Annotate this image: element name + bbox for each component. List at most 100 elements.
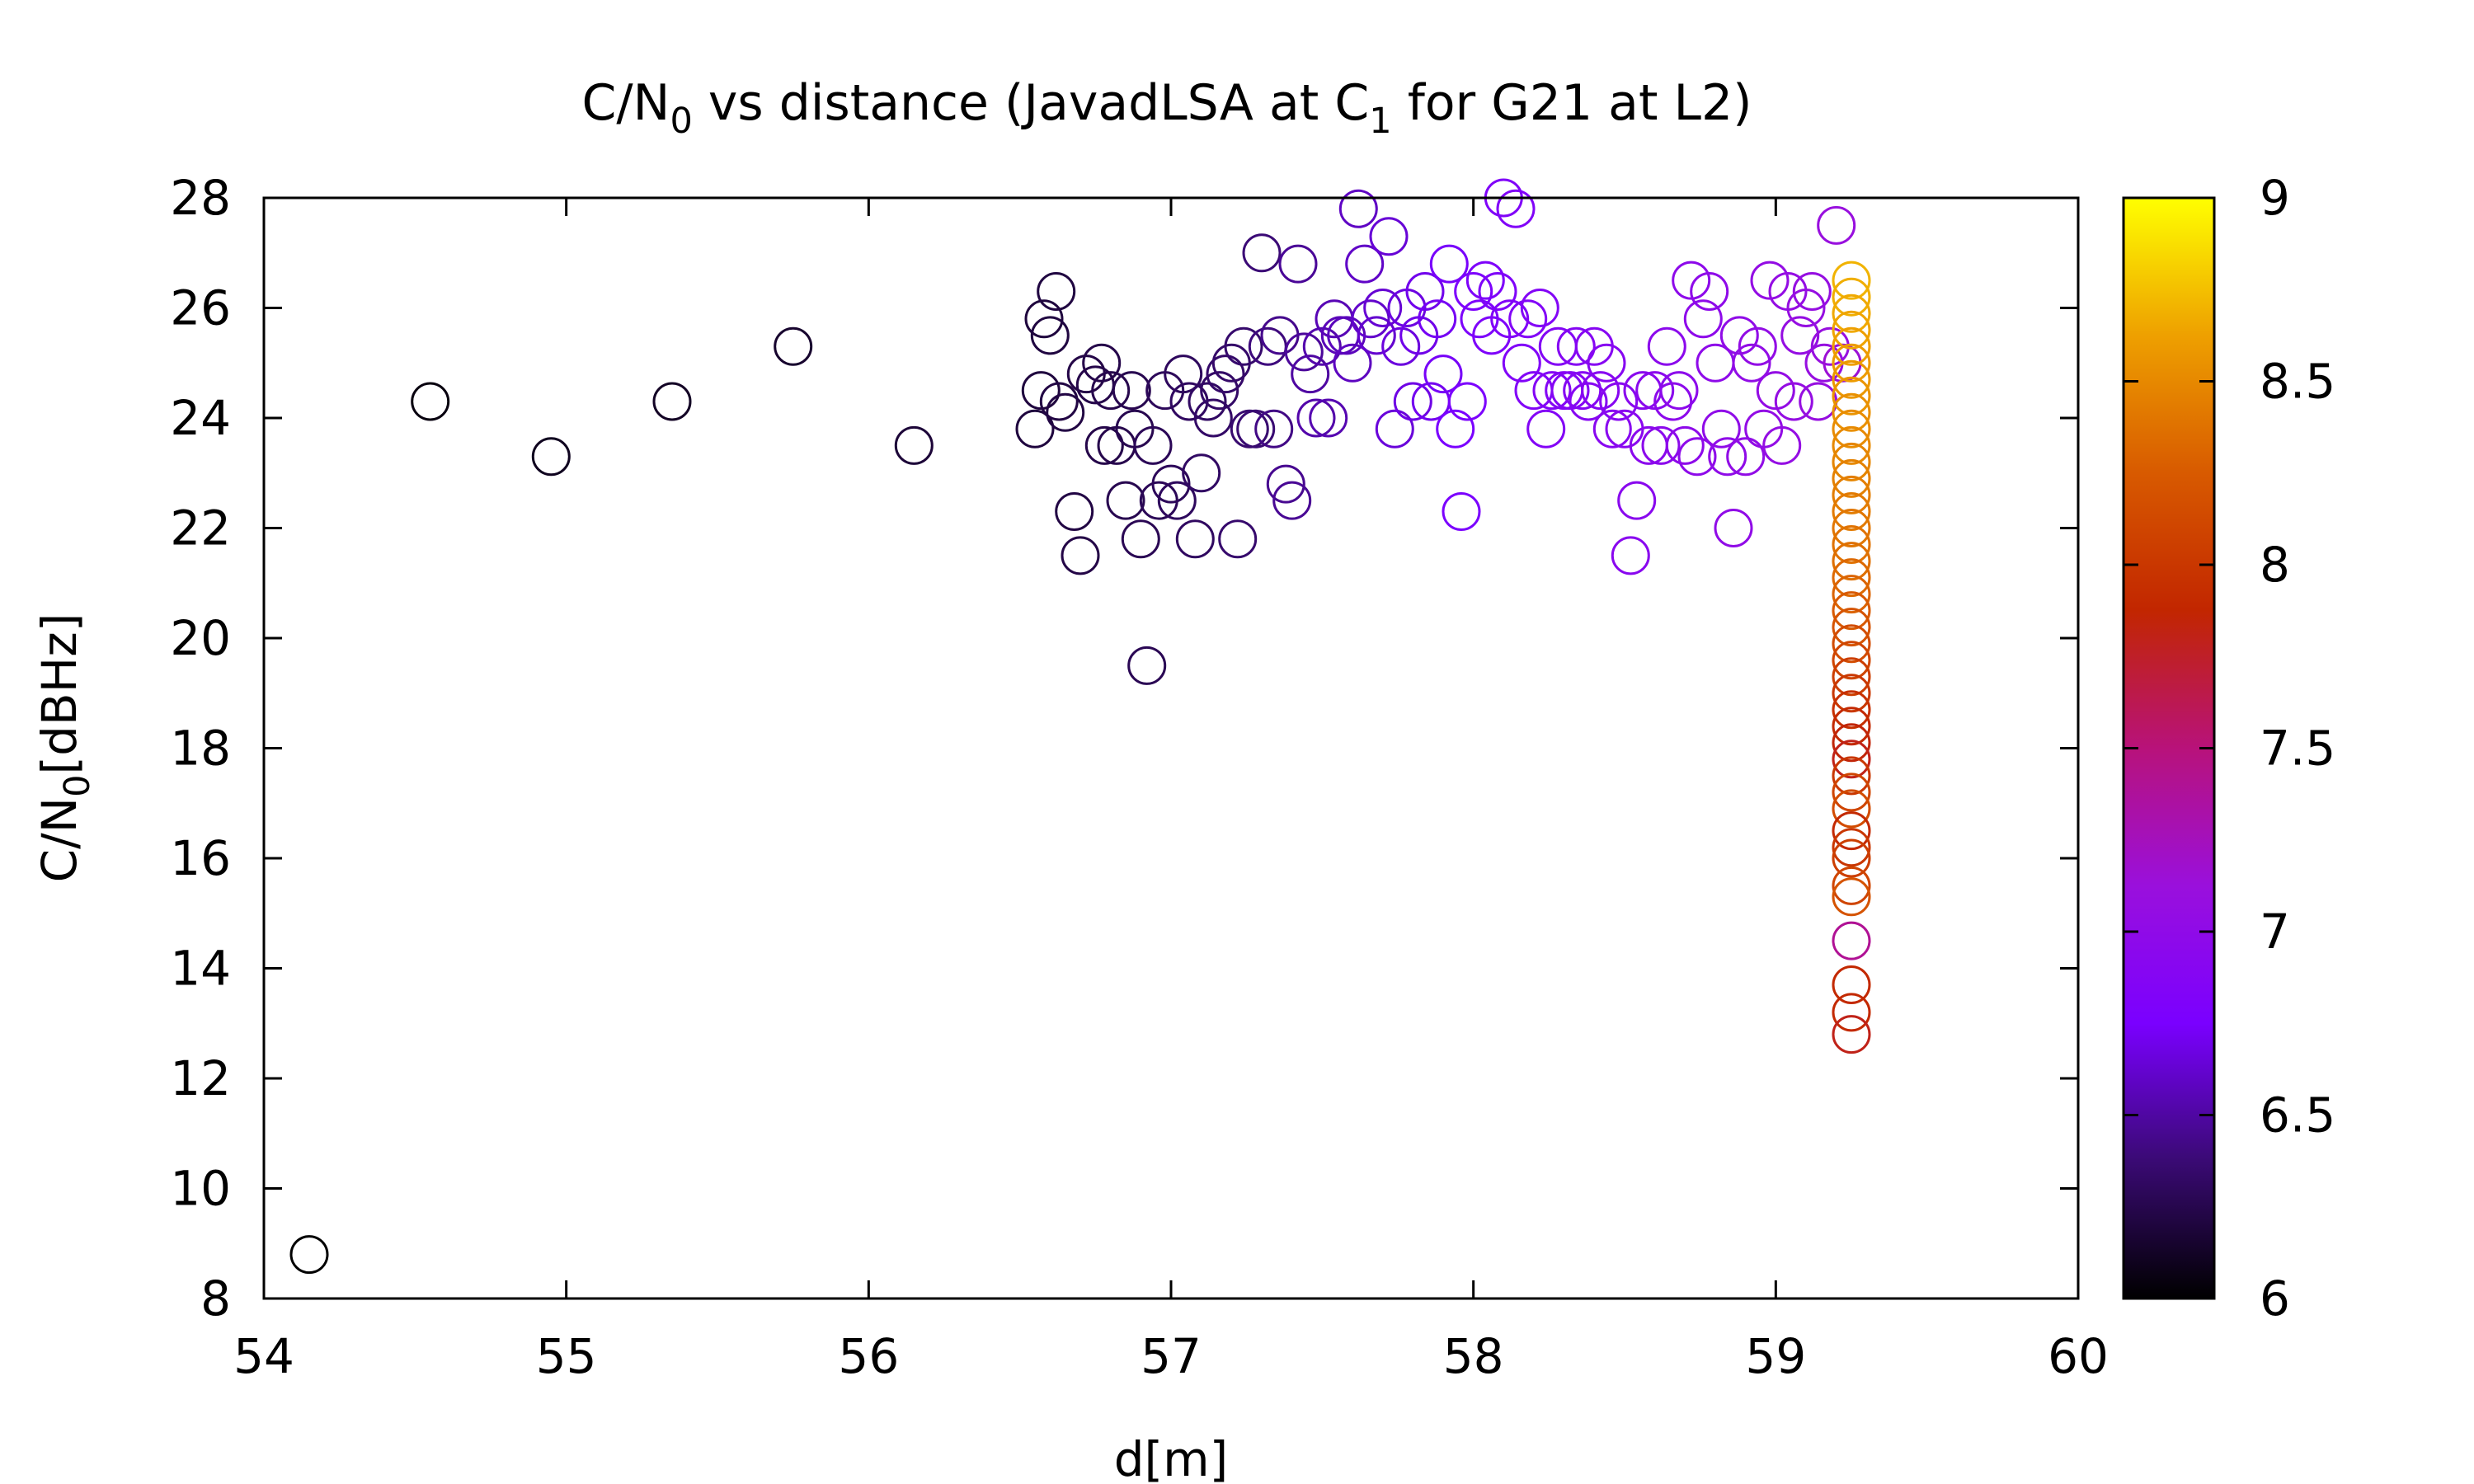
colorbar-tick-label: 9 bbox=[2260, 170, 2290, 226]
data-point-10 bbox=[1037, 272, 1076, 311]
data-point-143 bbox=[1832, 294, 1871, 333]
y-axis-ticks: 8 10 12 14 16 18 20 22 24 26 28 bbox=[170, 170, 2078, 1327]
data-point-7 bbox=[1021, 371, 1061, 411]
data-point-35 bbox=[1188, 382, 1227, 421]
data-point-85 bbox=[1490, 299, 1530, 339]
data-point-51 bbox=[1284, 332, 1324, 372]
data-point-120 bbox=[1701, 409, 1741, 448]
data-point-13 bbox=[1055, 492, 1094, 531]
y-tick-label: 10 bbox=[170, 1161, 231, 1217]
data-point-9 bbox=[1030, 316, 1070, 355]
data-point-76 bbox=[1436, 409, 1475, 448]
data-point-141 bbox=[1832, 261, 1871, 300]
data-point-34 bbox=[1182, 453, 1221, 493]
x-tick-label: 54 bbox=[233, 1328, 294, 1384]
x-tick-label: 59 bbox=[1745, 1328, 1806, 1384]
data-point-66 bbox=[1375, 409, 1414, 448]
data-point-47 bbox=[1260, 316, 1300, 355]
data-point-29 bbox=[1151, 464, 1191, 504]
colorbar-tick-label: 7 bbox=[2260, 904, 2290, 960]
y-tick-label: 24 bbox=[170, 390, 231, 446]
data-point-40 bbox=[1218, 519, 1258, 559]
data-point-116 bbox=[1677, 437, 1717, 477]
data-point-55 bbox=[1309, 398, 1348, 438]
data-point-12 bbox=[1046, 392, 1085, 432]
data-point-98 bbox=[1569, 382, 1608, 421]
data-point-144 bbox=[1832, 310, 1871, 350]
data-point-0 bbox=[289, 1235, 329, 1275]
data-point-30 bbox=[1157, 481, 1197, 520]
data-point-173 bbox=[1832, 789, 1871, 829]
data-point-52 bbox=[1291, 355, 1330, 394]
data-point-150 bbox=[1832, 409, 1871, 448]
data-point-83 bbox=[1478, 272, 1517, 311]
colorbar-tick-label: 8 bbox=[2260, 537, 2290, 593]
data-point-50 bbox=[1278, 244, 1318, 284]
data-point-134 bbox=[1786, 289, 1826, 327]
data-point-61 bbox=[1345, 244, 1385, 284]
data-point-97 bbox=[1563, 371, 1602, 411]
data-point-3 bbox=[652, 382, 692, 421]
data-point-31 bbox=[1164, 355, 1203, 394]
data-point-147 bbox=[1832, 359, 1871, 399]
data-point-142 bbox=[1832, 277, 1871, 317]
data-point-153 bbox=[1832, 458, 1871, 498]
data-point-125 bbox=[1732, 343, 1771, 383]
x-tick-label: 56 bbox=[838, 1328, 899, 1384]
data-point-48 bbox=[1266, 464, 1305, 504]
data-point-105 bbox=[1611, 536, 1650, 575]
data-point-88 bbox=[1508, 299, 1548, 339]
data-point-87 bbox=[1502, 343, 1541, 383]
data-point-167 bbox=[1832, 690, 1871, 730]
data-point-178 bbox=[1832, 877, 1871, 917]
data-point-90 bbox=[1520, 289, 1559, 327]
colorbar-tick-label: 8.5 bbox=[2260, 354, 2335, 410]
data-point-78 bbox=[1447, 382, 1487, 421]
x-tick-label: 55 bbox=[536, 1328, 597, 1384]
data-point-59 bbox=[1333, 343, 1372, 383]
data-point-19 bbox=[1091, 371, 1131, 411]
data-point-11 bbox=[1039, 382, 1079, 421]
data-point-54 bbox=[1302, 326, 1342, 366]
data-point-161 bbox=[1832, 591, 1871, 631]
data-point-101 bbox=[1587, 343, 1626, 383]
data-point-148 bbox=[1832, 376, 1871, 416]
data-point-117 bbox=[1683, 299, 1723, 339]
data-point-22 bbox=[1112, 371, 1151, 411]
data-point-86 bbox=[1496, 189, 1536, 228]
data-point-123 bbox=[1719, 316, 1759, 355]
data-point-41 bbox=[1224, 326, 1263, 366]
data-point-106 bbox=[1617, 481, 1657, 520]
data-point-5 bbox=[894, 425, 934, 465]
data-point-152 bbox=[1832, 442, 1871, 481]
data-point-64 bbox=[1363, 289, 1403, 327]
data-point-17 bbox=[1082, 343, 1122, 383]
data-point-8 bbox=[1024, 299, 1064, 339]
data-point-133 bbox=[1780, 316, 1820, 355]
data-point-171 bbox=[1832, 756, 1871, 796]
data-point-157 bbox=[1832, 525, 1871, 564]
y-tick-label: 22 bbox=[170, 500, 231, 556]
y-tick-label: 20 bbox=[170, 610, 231, 666]
data-point-176 bbox=[1832, 838, 1871, 878]
data-point-6 bbox=[1015, 409, 1055, 448]
data-point-75 bbox=[1429, 244, 1469, 284]
y-tick-label: 28 bbox=[170, 170, 231, 226]
data-point-129 bbox=[1756, 371, 1795, 411]
data-point-155 bbox=[1832, 492, 1871, 531]
data-point-181 bbox=[1832, 993, 1871, 1032]
data-point-18 bbox=[1084, 425, 1124, 465]
data-point-112 bbox=[1653, 382, 1693, 421]
y-tick-label: 8 bbox=[200, 1270, 231, 1327]
data-point-135 bbox=[1792, 272, 1832, 311]
data-point-2 bbox=[531, 437, 571, 477]
x-axis-ticks: 54 55 56 57 58 59 60 bbox=[233, 198, 2109, 1384]
data-point-69 bbox=[1393, 382, 1432, 421]
data-point-14 bbox=[1061, 536, 1100, 575]
data-point-45 bbox=[1248, 326, 1287, 366]
colorbar-tick-label: 7.5 bbox=[2260, 721, 2335, 777]
data-point-37 bbox=[1200, 371, 1239, 411]
data-point-168 bbox=[1832, 707, 1871, 746]
data-point-126 bbox=[1738, 326, 1777, 366]
data-point-118 bbox=[1690, 272, 1729, 311]
